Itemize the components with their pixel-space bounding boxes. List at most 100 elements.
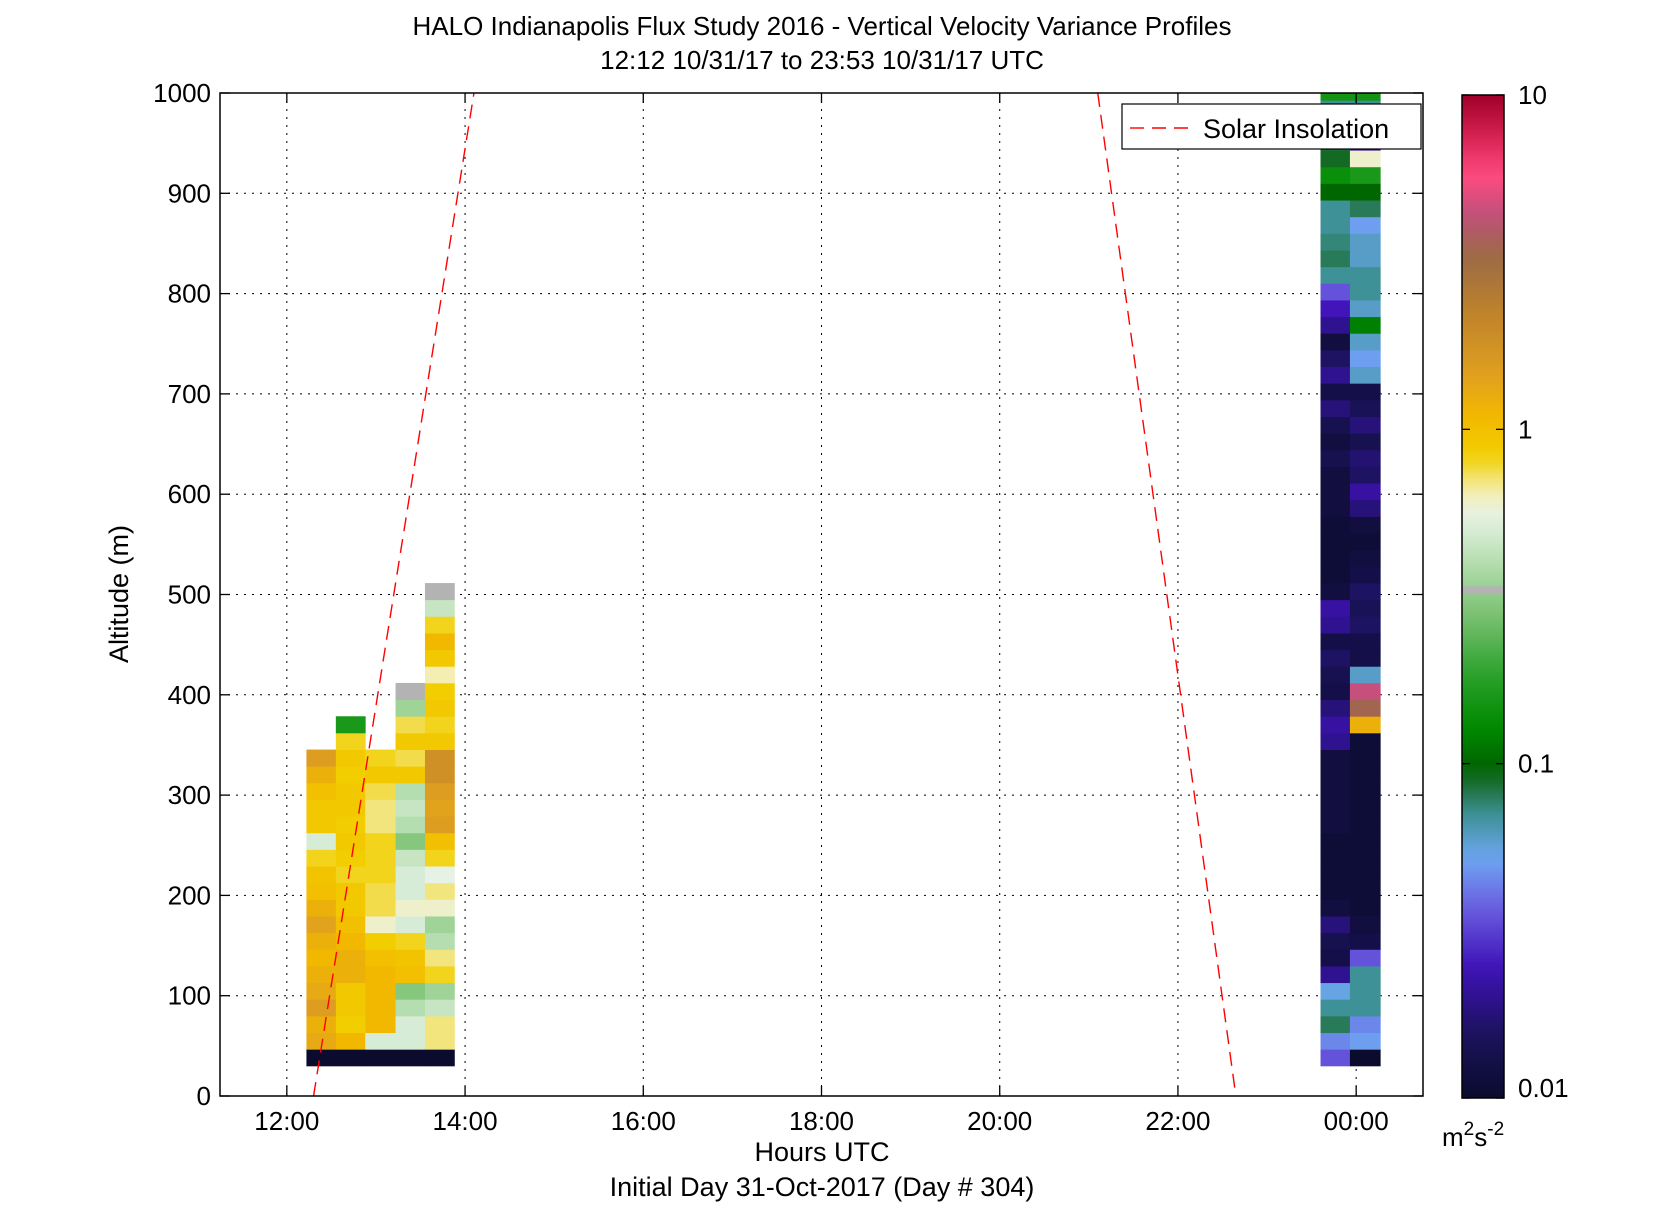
variance-cell: [1320, 699, 1351, 717]
axis-ticks: 12:00 14:00 16:00 18:00 20:00 22:00 00:00 0 100 2…: [153, 78, 1423, 1136]
variance-cell: [1320, 433, 1351, 451]
variance-cell: [306, 1049, 337, 1067]
variance-cell: [1321, 50, 1351, 67]
y-tick-label: 400: [168, 680, 211, 710]
variance-cell: [1320, 300, 1351, 318]
variance-cell: [1320, 616, 1351, 634]
x-tick-label: 12:00: [254, 1106, 319, 1136]
variance-cell: [335, 999, 366, 1017]
variance-cell: [1349, 732, 1381, 750]
variance-cell: [1320, 283, 1351, 301]
variance-cell: [1320, 966, 1351, 984]
variance-cell: [1320, 766, 1351, 784]
variance-cell: [1320, 233, 1351, 251]
variance-cell: [1349, 150, 1381, 168]
y-tick-label: 700: [168, 379, 211, 409]
variance-cell: [1320, 716, 1351, 734]
variance-cell: [335, 799, 366, 817]
variance-cell: [1349, 699, 1381, 717]
variance-cell: [306, 832, 337, 850]
variance-cell: [365, 1032, 396, 1050]
variance-cell: [1320, 216, 1351, 234]
variance-cell: [1320, 449, 1351, 467]
y-tick-label: 300: [168, 780, 211, 810]
variance-cell: [1349, 566, 1381, 584]
variance-cell: [1320, 533, 1351, 551]
variance-cell: [1321, 17, 1351, 34]
variance-cell: [306, 782, 337, 800]
y-tick-label: 600: [168, 479, 211, 509]
variance-cell: [365, 999, 396, 1017]
variance-cell: [1349, 533, 1381, 551]
variance-cell: [365, 899, 396, 917]
variance-cell: [1349, 816, 1381, 834]
variance-cell: [1349, 250, 1381, 268]
variance-cell: [1349, 849, 1381, 867]
variance-cell: [395, 1015, 426, 1034]
x-tick-label: 16:00: [611, 1106, 676, 1136]
variance-cell: [1349, 999, 1381, 1017]
variance-cell: [424, 649, 455, 667]
variance-cell: [424, 849, 455, 867]
variance-cell: [1349, 1049, 1381, 1067]
variance-cell: [1320, 250, 1351, 268]
colorbar-ticks: 0.01 0.1 1 10: [1462, 80, 1569, 1103]
variance-cell: [335, 1032, 366, 1050]
legend-box: [1121, 103, 1422, 150]
variance-cell: [1320, 200, 1351, 218]
variance-cell: [1349, 516, 1381, 534]
variance-cell: [1349, 583, 1381, 601]
variance-cell: [1349, 616, 1381, 634]
x-axis-label: Hours UTC: [754, 1137, 889, 1167]
variance-cell: [1349, 716, 1381, 734]
variance-cell: [1349, 932, 1381, 950]
variance-cell: [424, 966, 455, 984]
variance-cell: [1349, 916, 1381, 934]
variance-cell: [335, 816, 366, 834]
variance-cell: [335, 899, 366, 917]
variance-cell: [1320, 466, 1351, 484]
legend: Solar Insolation: [1121, 103, 1422, 150]
variance-cell: [1320, 383, 1351, 401]
x-tick-label: 18:00: [789, 1106, 854, 1136]
variance-cell: [424, 1015, 455, 1034]
variance-cell: [1320, 583, 1351, 601]
variance-cell: [1349, 982, 1381, 1000]
variance-cell: [424, 633, 455, 651]
y-tick-label: 100: [168, 981, 211, 1011]
variance-cell: [1349, 366, 1381, 384]
variance-cell: [365, 949, 396, 967]
variance-cell: [395, 882, 426, 900]
variance-cell: [395, 749, 426, 767]
variance-cell: [1349, 283, 1381, 301]
variance-cell: [1349, 899, 1381, 917]
variance-cell: [306, 882, 337, 900]
solar-insolation-lines: [312, 93, 1237, 1096]
variance-cell: [424, 999, 455, 1017]
variance-cell: [1350, 0, 1381, 17]
variance-cell: [1320, 832, 1351, 850]
colorbar-tick-label: 1: [1518, 414, 1532, 444]
y-tick-label: 1000: [153, 78, 211, 108]
variance-cell: [1349, 866, 1381, 884]
variance-cell: [1320, 682, 1351, 701]
variance-cell: [1349, 266, 1381, 284]
variance-cell: [395, 916, 426, 934]
variance-cell: [395, 999, 426, 1017]
variance-cell: [335, 1049, 366, 1067]
colorbar-bar: [1462, 95, 1504, 1098]
variance-cell: [1349, 549, 1381, 567]
variance-cell: [1349, 483, 1381, 501]
variance-cell: [1320, 1015, 1351, 1034]
colorbar-unit-base: m: [1442, 1122, 1464, 1152]
variance-cell: [335, 716, 366, 734]
variance-cell: [424, 1049, 455, 1067]
y-tick-label: 900: [168, 178, 211, 208]
variance-cell: [1349, 749, 1381, 767]
variance-cell: [1320, 782, 1351, 800]
variance-cell: [1349, 200, 1381, 218]
variance-cell: [335, 982, 366, 1000]
variance-cell: [365, 982, 396, 1000]
variance-cell: [1320, 399, 1351, 417]
variance-cell: [1349, 466, 1381, 484]
